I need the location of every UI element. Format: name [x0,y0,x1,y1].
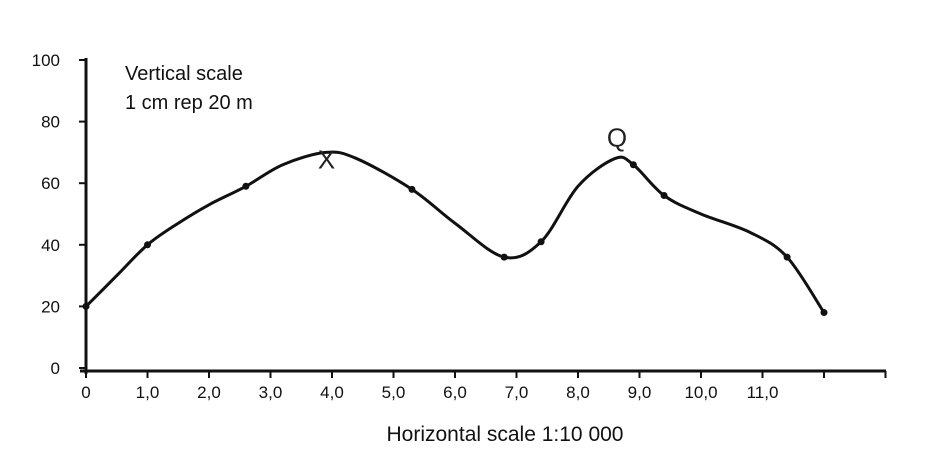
x-tick-label: 1,0 [136,383,160,402]
x-tick-label: 2,0 [197,383,221,402]
x-tick-label: 11,0 [747,383,779,402]
x-tick-label: 8,0 [566,383,590,402]
x-tick-label: 10,0 [684,383,717,402]
point-labels: XQ [318,123,627,175]
y-tick-label: 100 [32,51,60,70]
x-tick-label: 9,0 [628,383,652,402]
series-point [783,253,791,261]
x-tick-label: 4,0 [320,383,344,402]
y-axis-ticks: 0 20 40 60 80 100 [32,51,86,378]
y-tick-label: 0 [51,359,60,378]
x-tick-label: 0 [81,383,90,402]
series-points [82,161,828,317]
series-line [84,150,826,315]
series-point [537,238,545,246]
x-tick-label: 3,0 [259,383,283,402]
y-tick-label: 40 [41,236,60,255]
y-tick-label: 20 [41,297,60,316]
point-label-x: X [318,144,335,174]
x-tick-label: 5,0 [382,383,406,402]
x-tick-label: 7,0 [505,383,529,402]
series-point [82,302,90,310]
series-point [500,253,508,261]
series-point [629,161,637,169]
y-tick-label: 80 [41,113,60,132]
series-point [820,309,828,317]
series-point [660,192,668,200]
annotation-line-1: Vertical scale [125,63,243,85]
x-tick-label: 6,0 [443,383,467,402]
annotation-line-2: 1 cm rep 20 m [125,92,253,114]
series-point [242,182,250,190]
point-label-q: Q [607,123,627,153]
series-point [144,241,151,249]
y-tick-label: 60 [41,174,60,193]
series-point [408,185,416,193]
x-axis-label: Horizontal scale 1:10 000 [387,423,624,446]
x-axis-ticks: 0 1,0 2,0 3,0 4,0 5,0 6,0 7,0 8,0 9,0 10,0 11,0 [81,371,887,402]
